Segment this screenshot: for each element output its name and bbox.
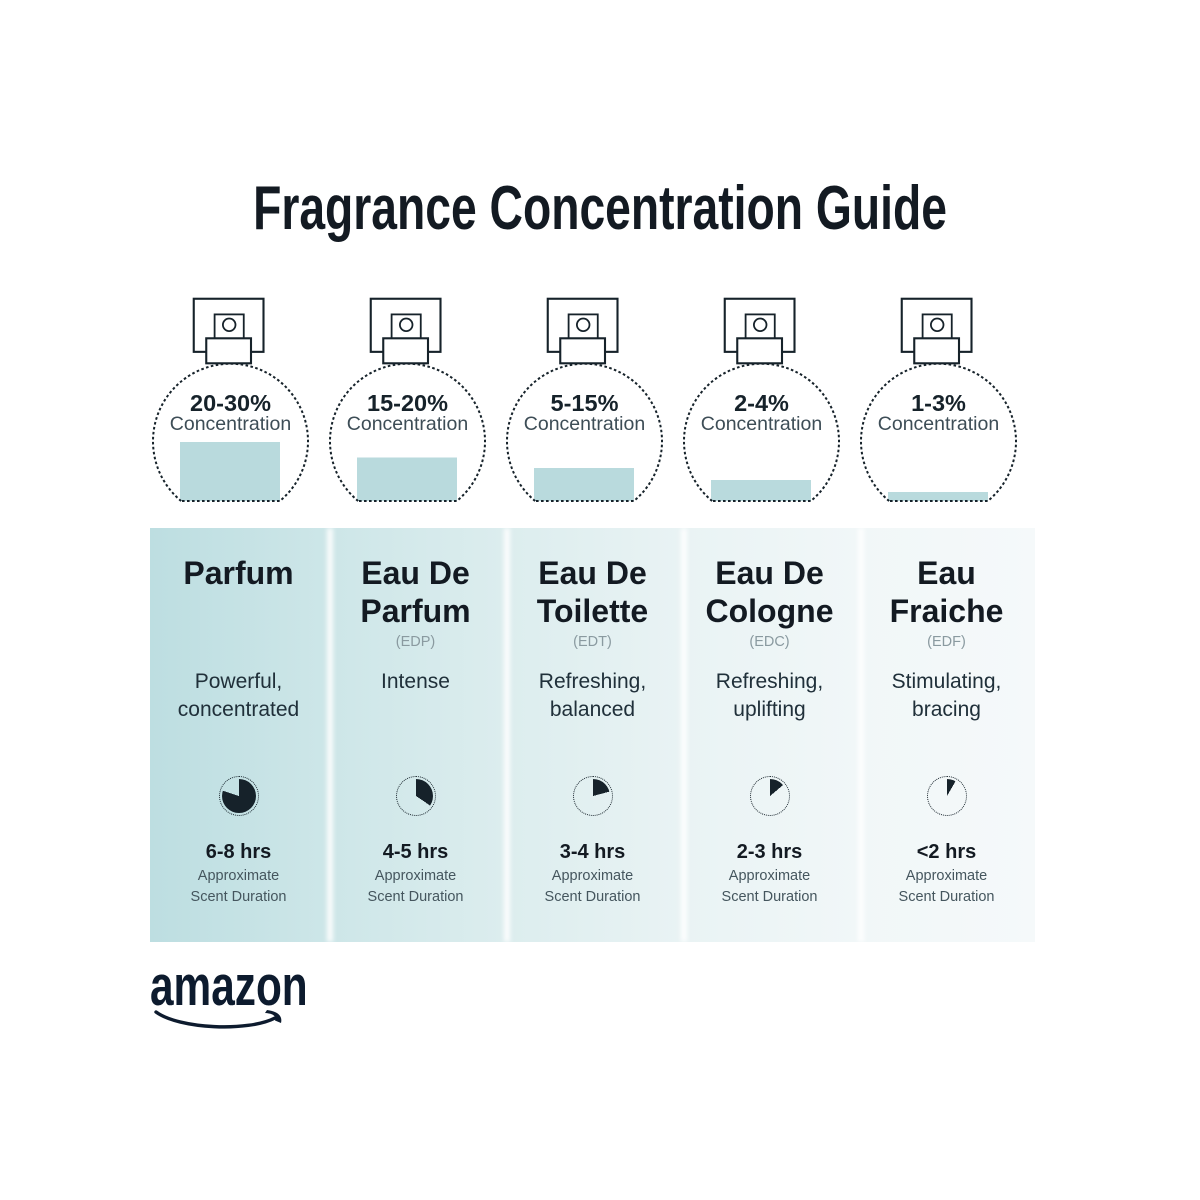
svg-text:Concentration: Concentration bbox=[878, 413, 999, 435]
svg-text:Concentration: Concentration bbox=[347, 413, 468, 435]
svg-text:Concentration: Concentration bbox=[524, 413, 645, 435]
svg-text:Concentration: Concentration bbox=[701, 413, 822, 435]
svg-text:Concentration: Concentration bbox=[170, 413, 291, 435]
